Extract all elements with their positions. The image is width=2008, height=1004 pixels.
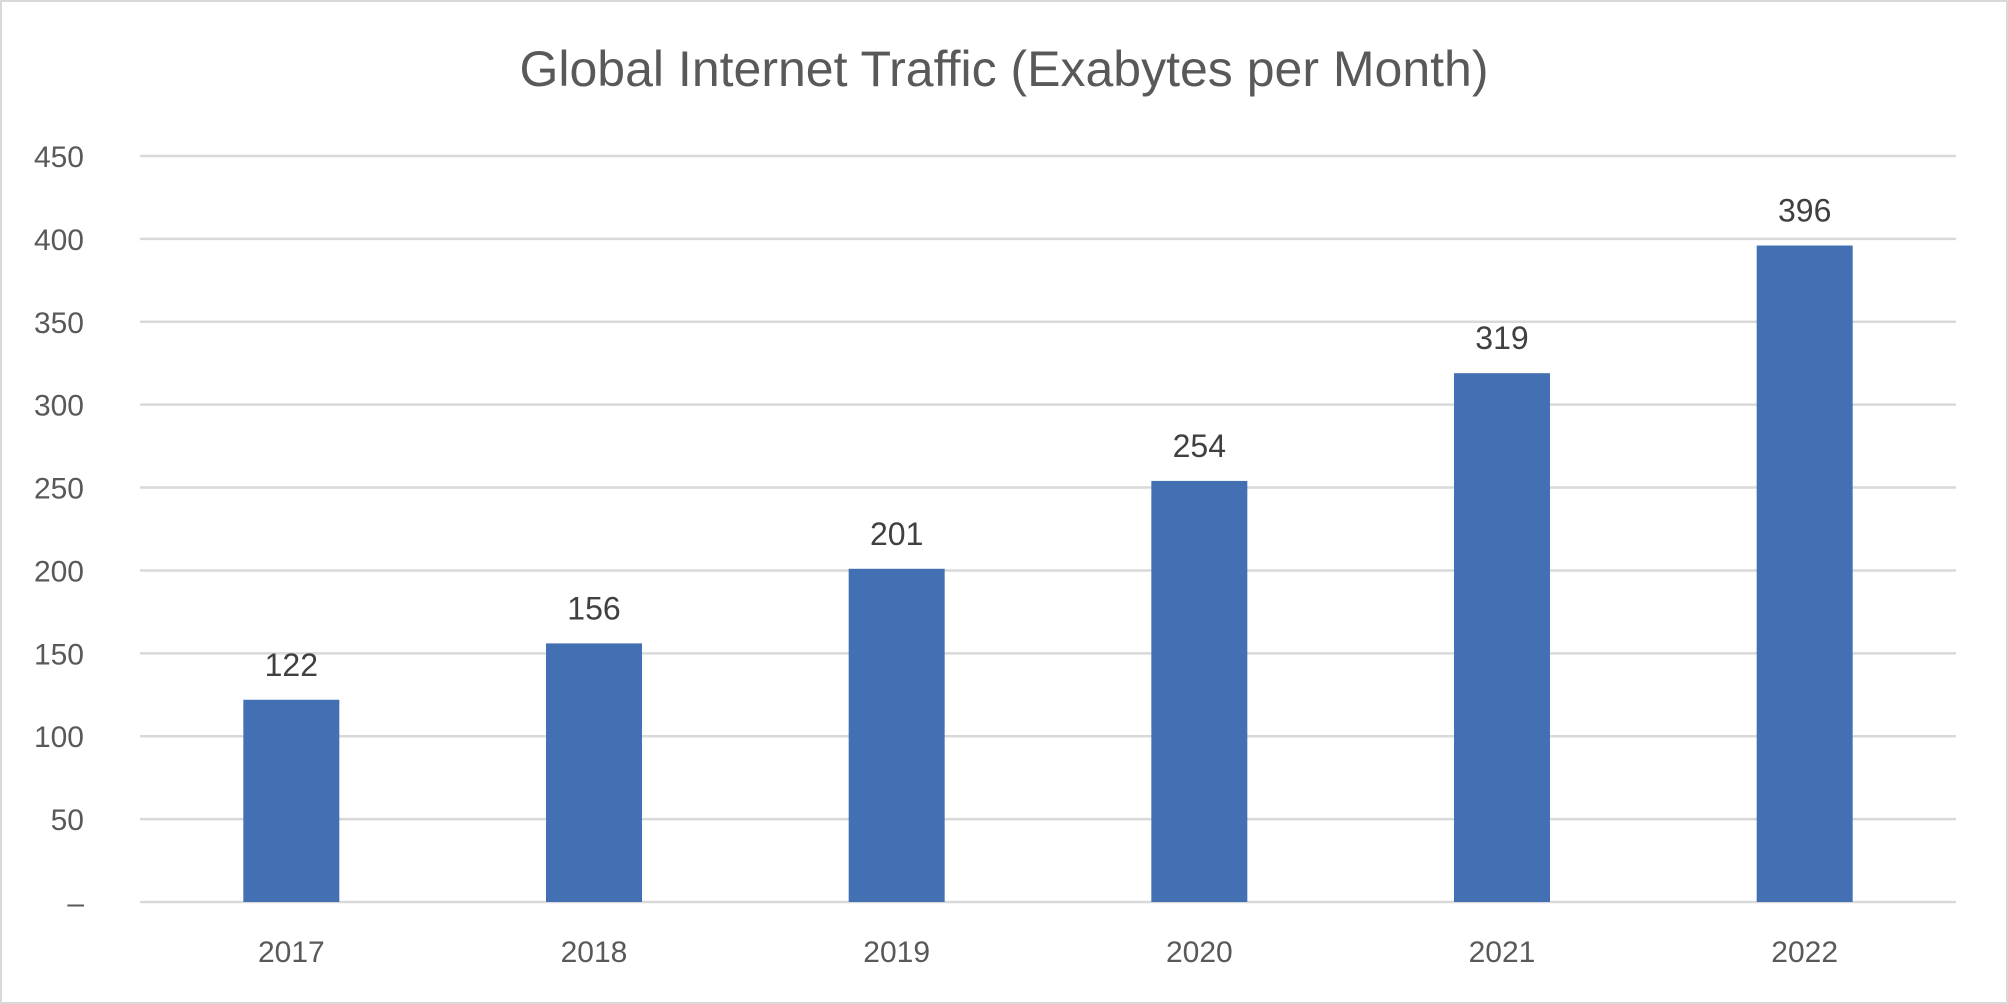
y-tick-label: 50: [51, 804, 84, 837]
y-tick-label: 250: [34, 473, 84, 506]
data-label: 319: [1475, 320, 1528, 356]
x-tick-label: 2021: [1469, 936, 1536, 969]
data-label: 156: [567, 590, 620, 626]
y-tick-label: 300: [34, 390, 84, 423]
y-tick-label: 150: [34, 638, 84, 671]
data-label: 201: [870, 516, 923, 552]
data-label: 122: [265, 647, 318, 683]
y-tick-label: 200: [34, 555, 84, 588]
bar-2020: [1151, 480, 1248, 902]
y-axis-ticks: – 50 100 150 200 250 300 350 400 450: [34, 141, 84, 920]
y-tick-label: –: [67, 887, 84, 920]
bar-2017: [243, 699, 340, 902]
bar-2019: [848, 568, 945, 902]
x-tick-label: 2017: [258, 936, 325, 969]
x-tick-label: 2018: [561, 936, 628, 969]
bar-2018: [546, 643, 642, 902]
chart-title: Global Internet Traffic (Exabytes per Mo…: [520, 41, 1489, 97]
x-tick-label: 2022: [1771, 936, 1838, 969]
data-labels: 122 156 201 254 319 396: [265, 193, 1832, 683]
bars: [243, 245, 1853, 902]
x-tick-label: 2020: [1166, 936, 1233, 969]
y-tick-label: 400: [34, 224, 84, 257]
data-label: 396: [1778, 193, 1831, 229]
x-axis-ticks: 2017 2018 2019 2020 2021 2022: [258, 936, 1838, 969]
x-tick-label: 2019: [863, 936, 930, 969]
y-tick-label: 350: [34, 307, 84, 340]
data-label: 254: [1173, 428, 1226, 464]
y-tick-label: 450: [34, 141, 84, 174]
gridlines: [140, 154, 1956, 904]
bar-2022: [1756, 245, 1853, 902]
bar-2021: [1454, 373, 1550, 902]
y-tick-label: 100: [34, 721, 84, 754]
